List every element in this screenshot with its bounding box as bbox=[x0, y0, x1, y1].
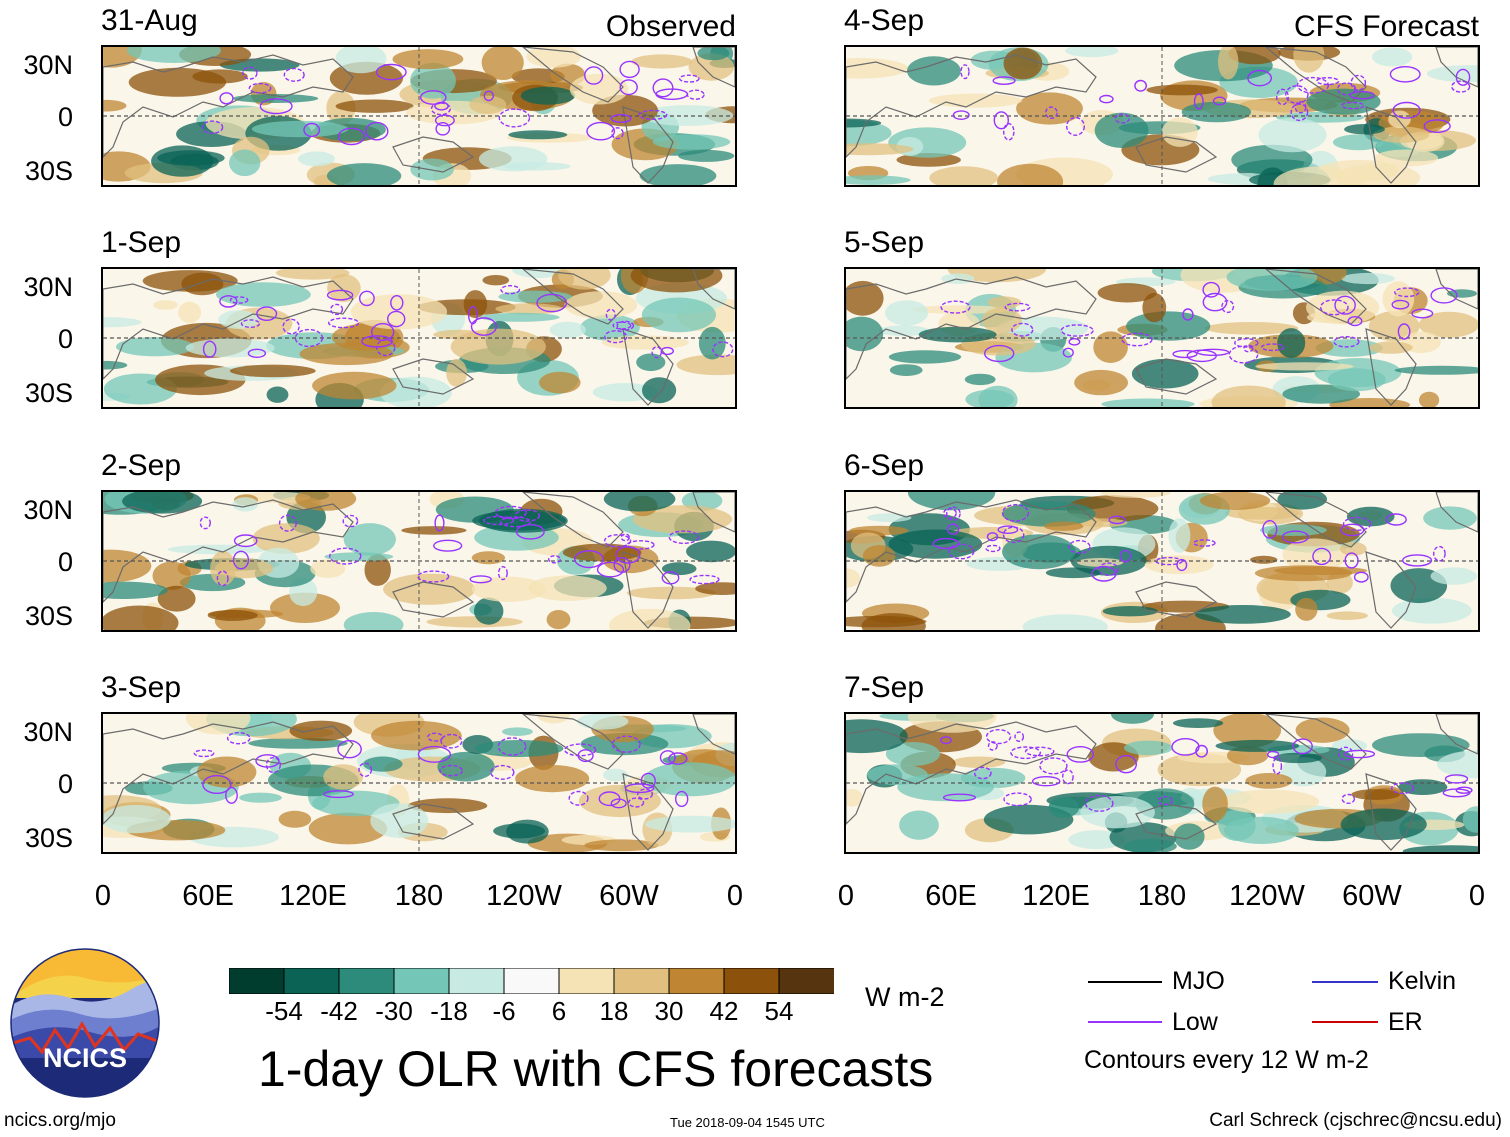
colorbar-swatch bbox=[668, 967, 725, 995]
lat-label-30s: 30S bbox=[24, 378, 73, 408]
lon-label-0: 0 bbox=[726, 880, 744, 912]
colorbar-swatch bbox=[338, 967, 395, 995]
logo-text: NCICS bbox=[42, 1043, 127, 1073]
panel-title: 6-Sep bbox=[844, 449, 925, 482]
legend-label-low: Low bbox=[1172, 1008, 1218, 1036]
lon-label-0: 0 bbox=[1468, 880, 1486, 912]
panel-title: 3-Sep bbox=[101, 671, 182, 704]
colorbar-swatch bbox=[448, 967, 505, 995]
lat-label-0: 0 bbox=[57, 324, 73, 354]
lat-label-30n: 30N bbox=[23, 717, 73, 747]
legend-label-kelvin: Kelvin bbox=[1388, 967, 1457, 995]
lat-label-0: 0 bbox=[57, 547, 73, 577]
lon-label-0: 0 bbox=[94, 880, 112, 912]
colorbar bbox=[228, 967, 835, 995]
panel-title: 7-Sep bbox=[844, 671, 925, 704]
lon-label-60w: 60W bbox=[1342, 880, 1402, 912]
map-plot bbox=[101, 45, 737, 187]
footer-author: Carl Schreck (cjschrec@ncsu.edu) bbox=[1209, 1110, 1502, 1131]
colorbar-swatch bbox=[283, 967, 340, 995]
colorbar-label: -54 bbox=[265, 996, 303, 1026]
lon-label-120e: 120E bbox=[1022, 880, 1090, 912]
lat-label-30s: 30S bbox=[24, 601, 73, 631]
colorbar-swatch bbox=[558, 967, 615, 995]
colorbar-unit: W m-2 bbox=[865, 982, 945, 1012]
legend-line-low bbox=[1088, 1021, 1162, 1023]
main-title: 1-day OLR with CFS forecasts bbox=[258, 1041, 934, 1097]
lon-label-60e: 60E bbox=[925, 880, 977, 912]
colorbar-swatch bbox=[228, 967, 285, 995]
colorbar-label: 6 bbox=[551, 996, 567, 1026]
lon-label-120e: 120E bbox=[279, 880, 347, 912]
legend-contours-note: Contours every 12 W m-2 bbox=[1084, 1046, 1369, 1074]
footer-timestamp: Tue 2018-09-04 1545 UTC bbox=[670, 1115, 825, 1130]
panel-tag-cfs-forecast: CFS Forecast bbox=[1293, 10, 1479, 43]
lon-label-0: 0 bbox=[837, 880, 855, 912]
colorbar-label: -18 bbox=[430, 996, 468, 1026]
colorbar-label: 54 bbox=[764, 996, 794, 1026]
map-plot bbox=[844, 712, 1480, 854]
panel-title: 2-Sep bbox=[101, 449, 182, 482]
legend-line-mjo bbox=[1088, 981, 1162, 983]
colorbar-swatch bbox=[393, 967, 450, 995]
map-plot bbox=[101, 267, 737, 409]
legend-line-er bbox=[1312, 1021, 1378, 1023]
legend-label-er: ER bbox=[1388, 1008, 1423, 1036]
lat-label-0: 0 bbox=[57, 769, 73, 799]
lon-label-180: 180 bbox=[1137, 880, 1187, 912]
lat-label-30s: 30S bbox=[24, 156, 73, 186]
map-plot bbox=[101, 490, 737, 632]
map-plot bbox=[844, 267, 1480, 409]
colorbar-label: 18 bbox=[599, 996, 629, 1026]
colorbar-swatch bbox=[723, 967, 780, 995]
panel-title: 1-Sep bbox=[101, 226, 182, 259]
lat-label-30n: 30N bbox=[23, 495, 73, 525]
footer-url[interactable]: ncics.org/mjo bbox=[4, 1110, 116, 1131]
panel-title: 4-Sep bbox=[844, 4, 925, 37]
colorbar-swatch bbox=[778, 967, 835, 995]
lon-label-120w: 120W bbox=[1229, 880, 1305, 912]
map-plot bbox=[101, 712, 737, 854]
panel-title: 31-Aug bbox=[101, 4, 198, 37]
legend-line-kelvin bbox=[1312, 981, 1378, 983]
lon-label-60w: 60W bbox=[599, 880, 659, 912]
map-plot bbox=[844, 490, 1480, 632]
lat-label-30n: 30N bbox=[23, 50, 73, 80]
lon-label-120w: 120W bbox=[486, 880, 562, 912]
colorbar-label: -6 bbox=[492, 996, 516, 1026]
panel-tag-observed: Observed bbox=[605, 10, 736, 43]
colorbar-swatch bbox=[503, 967, 560, 995]
colorbar-label: -42 bbox=[320, 996, 358, 1026]
ncics-logo: NCICS bbox=[10, 948, 160, 1098]
map-plot bbox=[844, 45, 1480, 187]
colorbar-label: 30 bbox=[654, 996, 684, 1026]
colorbar-label: -30 bbox=[375, 996, 413, 1026]
lat-label-30n: 30N bbox=[23, 272, 73, 302]
colorbar-swatch bbox=[613, 967, 670, 995]
colorbar-label: 42 bbox=[709, 996, 739, 1026]
panel-title: 5-Sep bbox=[844, 226, 925, 259]
lat-label-0: 0 bbox=[57, 102, 73, 132]
lon-label-180: 180 bbox=[394, 880, 444, 912]
legend-label-mjo: MJO bbox=[1172, 967, 1225, 995]
lon-label-60e: 60E bbox=[182, 880, 234, 912]
lat-label-30s: 30S bbox=[24, 823, 73, 853]
